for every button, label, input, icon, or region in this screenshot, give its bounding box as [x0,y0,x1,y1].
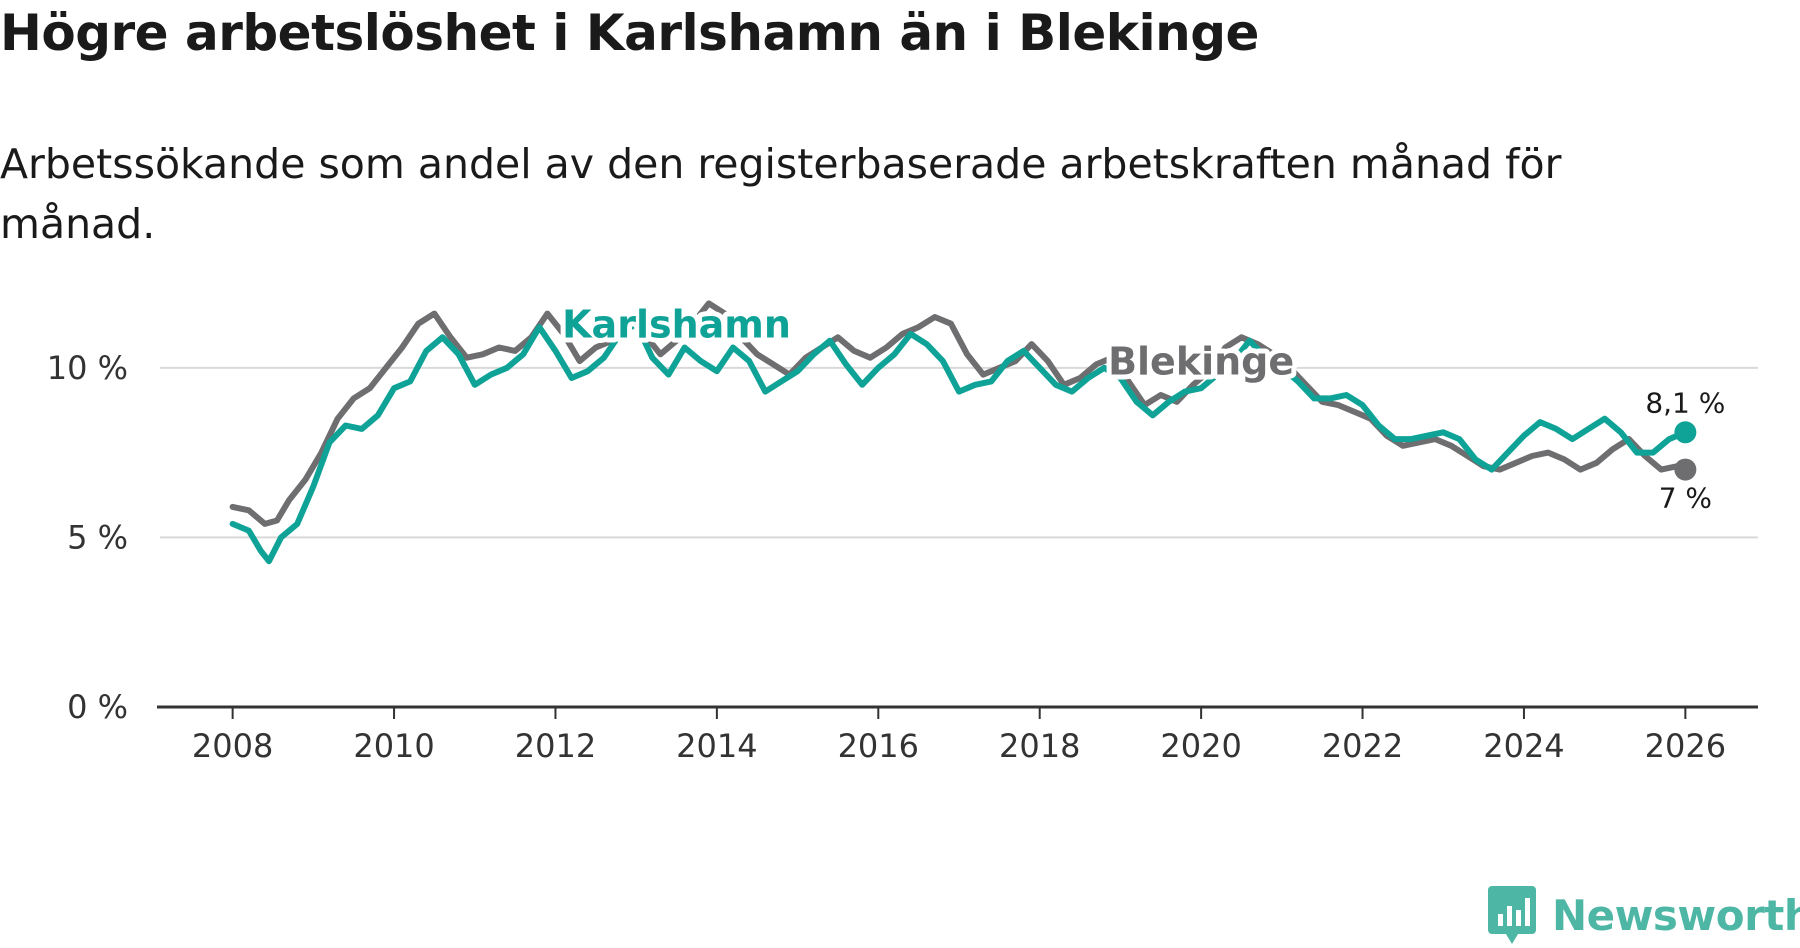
x-tick-label: 2026 [1645,727,1726,765]
series-line-karlshamn [229,320,1689,565]
series-label-blekinge: Blekinge [1108,340,1294,384]
x-axis: 2008 2010 2012 2014 2016 2018 2020 2022 2024 2026 [157,705,1758,765]
y-tick-label: 5 % [67,518,128,556]
series-labels: Karlshamn Blekinge 8,1 % 7 % [557,297,1728,517]
chart-subtitle: Arbetssökande som andel av den registerb… [0,140,1562,248]
series-label-karlshamn: Karlshamn [562,302,791,346]
x-tick-label: 2014 [676,727,757,765]
newsworthy-bar-chart-icon [1488,886,1536,944]
gridlines [160,366,1758,539]
x-tick-label: 2008 [192,727,273,765]
x-tick-label: 2020 [1160,727,1241,765]
x-tick-label: 2016 [838,727,919,765]
logo-text: Newsworthy [1552,890,1800,940]
x-tick-label: 2012 [515,727,596,765]
y-tick-label: 10 % [47,349,128,387]
series-line-blekinge [229,300,1689,527]
x-tick-label: 2024 [1483,727,1564,765]
y-tick-label: 0 % [67,688,128,726]
series-lines [229,300,1697,565]
x-tick-label: 2018 [999,727,1080,765]
y-axis-ticks: 0 % 5 % 10 % [47,349,128,726]
x-tick-label: 2022 [1322,727,1403,765]
end-point-karlshamn [1674,421,1697,444]
chart-title: Högre arbetslöshet i Karlshamn än i Blek… [0,4,1259,62]
x-tick-label: 2010 [353,727,434,765]
end-label-karlshamn: 8,1 % [1645,386,1725,419]
end-label-blekinge: 7 % [1659,482,1712,515]
end-point-blekinge [1674,458,1697,481]
newsworthy-logo: Newsworthy [1488,886,1800,944]
